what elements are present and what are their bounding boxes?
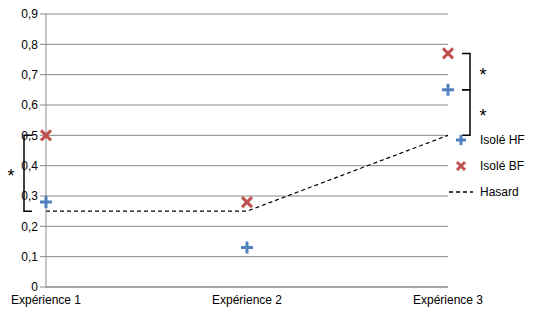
svg-text:0,8: 0,8 bbox=[21, 38, 38, 52]
svg-text:0,6: 0,6 bbox=[21, 98, 38, 112]
svg-text:*: * bbox=[8, 166, 15, 186]
svg-text:Expérience 1: Expérience 1 bbox=[11, 293, 81, 307]
html-text:Isolé BF: Isolé BF bbox=[480, 158, 524, 173]
svg-text:*: * bbox=[479, 106, 486, 126]
svg-text:0: 0 bbox=[31, 280, 38, 294]
svg-text:0,1: 0,1 bbox=[21, 250, 38, 264]
html-text:Hasard: Hasard bbox=[480, 184, 519, 199]
svg-text:0,9: 0,9 bbox=[21, 7, 38, 21]
svg-text:0,3: 0,3 bbox=[21, 189, 38, 203]
svg-text:*: * bbox=[479, 65, 486, 85]
html-text:Isolé HF: Isolé HF bbox=[480, 132, 525, 147]
svg-text:Expérience 2: Expérience 2 bbox=[212, 293, 282, 307]
svg-text:0,4: 0,4 bbox=[21, 159, 38, 173]
svg-text:0,5: 0,5 bbox=[21, 129, 38, 143]
svg-text:0,7: 0,7 bbox=[21, 68, 38, 82]
svg-text:0,2: 0,2 bbox=[21, 220, 38, 234]
svg-text:Expérience 3: Expérience 3 bbox=[413, 293, 483, 307]
